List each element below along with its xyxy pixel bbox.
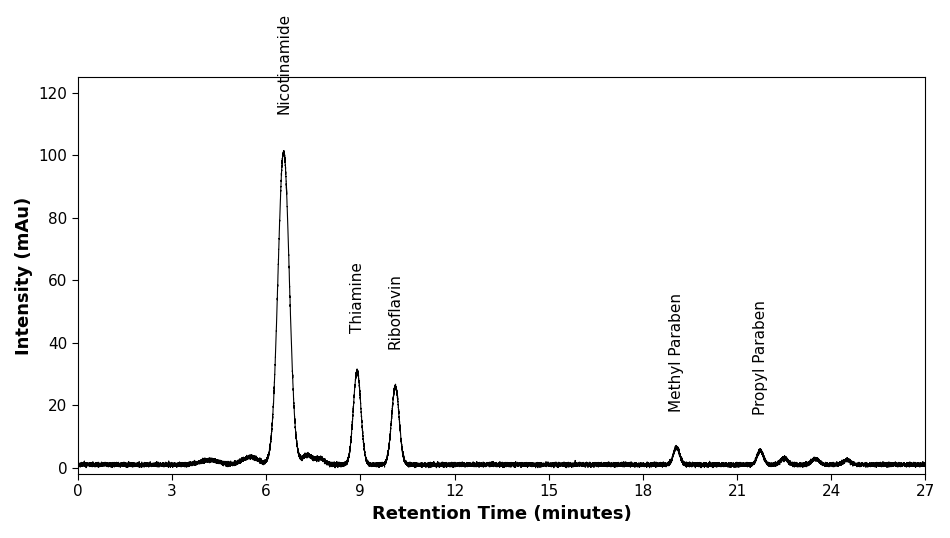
Text: Methyl Paraben: Methyl Paraben — [669, 293, 684, 412]
Text: Riboflavin: Riboflavin — [388, 273, 403, 349]
Text: Propyl Paraben: Propyl Paraben — [752, 300, 768, 415]
Text: Nicotinamide: Nicotinamide — [276, 13, 291, 115]
Text: Thiamine: Thiamine — [350, 263, 365, 334]
X-axis label: Retention Time (minutes): Retention Time (minutes) — [371, 505, 632, 523]
Y-axis label: Intensity (mAu): Intensity (mAu) — [15, 196, 33, 355]
